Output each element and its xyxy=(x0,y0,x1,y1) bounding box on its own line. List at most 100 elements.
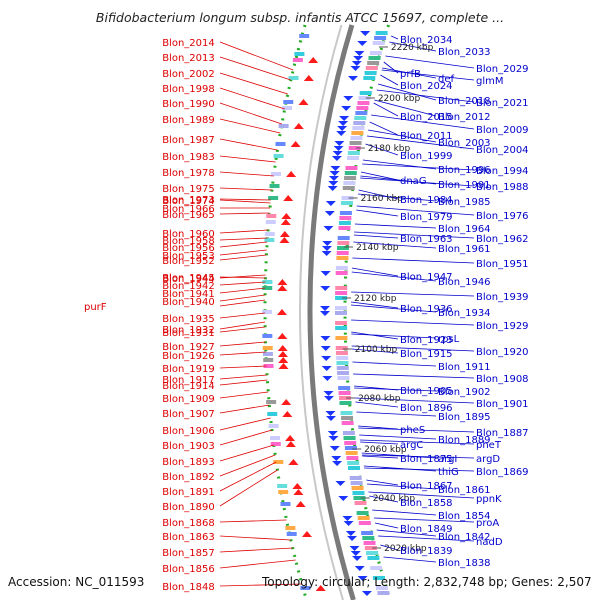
gene-label-right: Blon_1963 xyxy=(400,234,453,245)
forward-gene-arrow xyxy=(330,166,341,171)
feature-layer xyxy=(262,31,390,596)
gene-label-right: Blon_2029 xyxy=(476,64,529,75)
reverse-gene-box xyxy=(285,526,296,530)
forward-gene-box xyxy=(339,216,352,220)
gene-label-left: Blon_1975 xyxy=(162,184,215,195)
forward-gene-box xyxy=(352,126,365,130)
forward-gene-box xyxy=(362,536,375,540)
forward-gene-arrow xyxy=(321,251,332,256)
forward-gene-box xyxy=(344,441,357,445)
leader-line-right xyxy=(378,535,475,542)
leader-line-right xyxy=(358,425,399,430)
gene-label-right: Blon_1964 xyxy=(438,224,491,235)
forward-gene-arrow xyxy=(328,176,339,181)
leader-line-right xyxy=(350,304,437,313)
forward-gene-box xyxy=(359,91,372,95)
reverse-gene-arrow xyxy=(281,399,292,405)
forward-gene-box xyxy=(353,121,366,125)
forward-gene-box xyxy=(335,326,348,330)
gene-label-right: Blon_2034 xyxy=(400,35,453,46)
forward-gene-box xyxy=(335,346,348,350)
forward-gene-arrow xyxy=(341,106,352,111)
gene-label-left: Blon_1942 xyxy=(162,281,215,292)
reverse-gene-arrow xyxy=(277,285,288,291)
reverse-gene-arrow xyxy=(295,501,306,507)
forward-gene-box xyxy=(358,96,371,100)
reverse-gene-box xyxy=(278,124,289,128)
forward-gene-arrow xyxy=(325,201,336,206)
leader-line-right xyxy=(376,529,437,537)
forward-gene-arrow xyxy=(320,311,331,316)
gene-label-right: Blon_2003 xyxy=(438,138,491,149)
leader-line-left xyxy=(219,429,273,446)
leader-line-right xyxy=(354,387,437,392)
forward-gene-arrow xyxy=(335,481,346,486)
forward-gene-box xyxy=(335,296,348,300)
gene-label-right: Blon_1895 xyxy=(438,412,491,423)
gene-label-left: Blon_1958 xyxy=(162,236,215,247)
leader-line-left xyxy=(219,155,276,163)
reverse-gene-arrow xyxy=(303,75,314,81)
leader-line-right xyxy=(356,209,399,217)
forward-gene-box xyxy=(372,41,385,45)
forward-gene-arrow xyxy=(339,116,350,121)
forward-gene-box xyxy=(361,531,374,535)
forward-gene-box xyxy=(370,566,383,570)
forward-gene-box xyxy=(336,366,349,370)
forward-gene-box xyxy=(357,516,370,520)
leader-line-left xyxy=(219,341,266,347)
reverse-gene-box xyxy=(263,364,274,368)
leader-line-right xyxy=(364,467,475,472)
leader-line-left xyxy=(219,199,271,204)
reverse-gene-arrow xyxy=(283,195,294,201)
leader-line-left xyxy=(219,287,266,294)
forward-gene-arrow xyxy=(352,556,363,561)
forward-gene-box xyxy=(368,56,381,60)
gene-label-right: Blon_2021 xyxy=(476,98,529,109)
forward-gene-box xyxy=(369,51,382,55)
gene-label-right: Blon_1902 xyxy=(438,387,491,398)
forward-gene-arrow xyxy=(322,241,333,246)
forward-gene-box xyxy=(335,321,348,325)
forward-gene-box xyxy=(354,116,367,120)
forward-gene-box xyxy=(339,401,352,405)
gene-label-left: Blon_1945 xyxy=(162,273,215,284)
leader-line-left xyxy=(219,41,294,71)
leader-line-left xyxy=(219,294,266,302)
gene-label-left: Blon_1953 xyxy=(162,251,215,262)
forward-gene-box xyxy=(344,176,357,180)
leader-line-right xyxy=(351,345,475,352)
leader-line-right xyxy=(368,129,437,143)
gene-label-left: Blon_2014 xyxy=(162,38,215,49)
forward-gene-box xyxy=(338,226,351,230)
reverse-gene-arrow xyxy=(281,213,292,219)
gene-label-right: Blon_2004 xyxy=(476,145,529,156)
gene-label-right: Blon_1889 xyxy=(438,435,491,446)
gene-label-right: Blon_2018 xyxy=(438,96,491,107)
forward-gene-arrow xyxy=(338,121,349,126)
reverse-gene-box xyxy=(267,412,278,416)
kbp-tick-label: 2220 kbp xyxy=(391,43,434,53)
gene-label-right: Blon_1861 xyxy=(438,485,491,496)
gene-label-left: Blon_1990 xyxy=(162,99,215,110)
label-layer: Blon_2014 Blon_2013 Blon_2002 Blon_1998 Blon… xyxy=(84,35,529,593)
leader-line-left xyxy=(219,417,271,431)
gene-label-right: Blon_1929 xyxy=(476,321,529,332)
forward-gene-box xyxy=(341,416,354,420)
leader-line-right xyxy=(353,234,399,239)
leader-line-right xyxy=(372,509,437,516)
leader-line-left xyxy=(219,281,266,286)
leader-line-left xyxy=(219,254,267,261)
forward-gene-arrow xyxy=(321,366,332,371)
reverse-gene-arrow xyxy=(298,99,309,105)
genome-backbone xyxy=(307,24,356,601)
forward-gene-arrow xyxy=(350,551,361,556)
reverse-gene-box xyxy=(292,58,303,62)
gene-label-right: Blon_1867 xyxy=(400,481,453,492)
forward-gene-box xyxy=(347,156,360,160)
forward-gene-box xyxy=(340,411,353,415)
reverse-gene-arrow xyxy=(279,231,290,237)
gene-label-right: Blon_1923 xyxy=(400,335,453,346)
forward-gene-box xyxy=(348,466,361,470)
gene-label-right: Blon_1905 xyxy=(400,386,453,397)
